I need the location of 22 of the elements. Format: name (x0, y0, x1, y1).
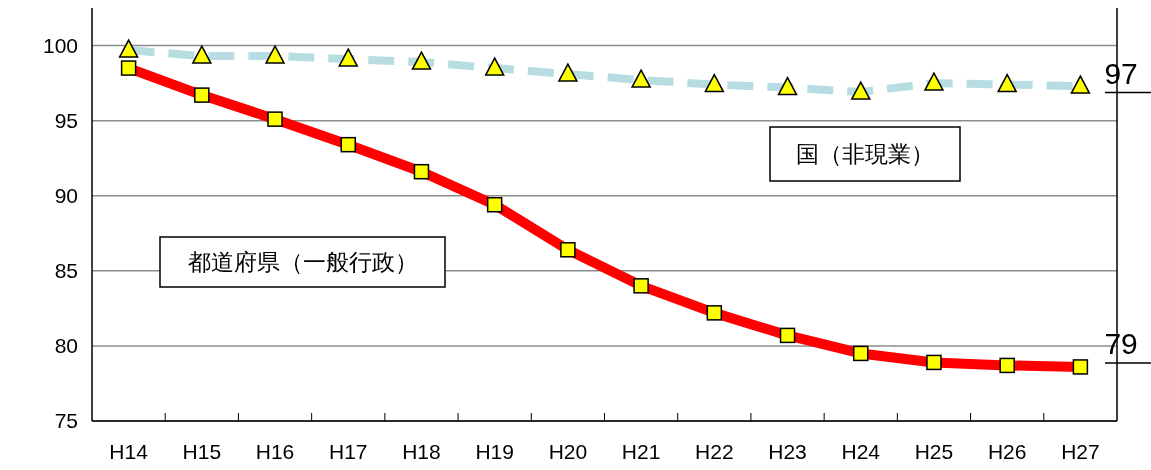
x-tick-label: H23 (768, 440, 807, 463)
x-tick-label: H27 (1061, 440, 1100, 463)
x-tick-label: H21 (621, 440, 661, 463)
x-tick-label: H24 (841, 440, 881, 463)
x-tick-label: H17 (328, 440, 368, 463)
x-tick-label: H25 (914, 440, 954, 463)
x-tick-label: H16 (255, 440, 295, 463)
x-tick-label: H14 (109, 440, 149, 463)
y-tick-label: 75 (54, 409, 78, 432)
y-tick-label: 80 (54, 333, 78, 357)
text: 国（非現業） (796, 141, 934, 167)
x-tick-label: H18 (402, 440, 441, 463)
x-tick-label: H19 (475, 440, 514, 463)
y-tick-label: 100 (42, 33, 78, 57)
x-tick-label: H26 (987, 440, 1027, 463)
y-tick-label: 90 (54, 183, 78, 207)
x-tick-label: H15 (182, 440, 222, 463)
x-tick-label: H22 (695, 440, 734, 463)
text: 都道府県（一般行政） (187, 249, 418, 275)
y-tick-label: 95 (54, 108, 78, 132)
x-tick-label: H20 (548, 440, 588, 463)
y-tick-label: 85 (54, 258, 78, 282)
